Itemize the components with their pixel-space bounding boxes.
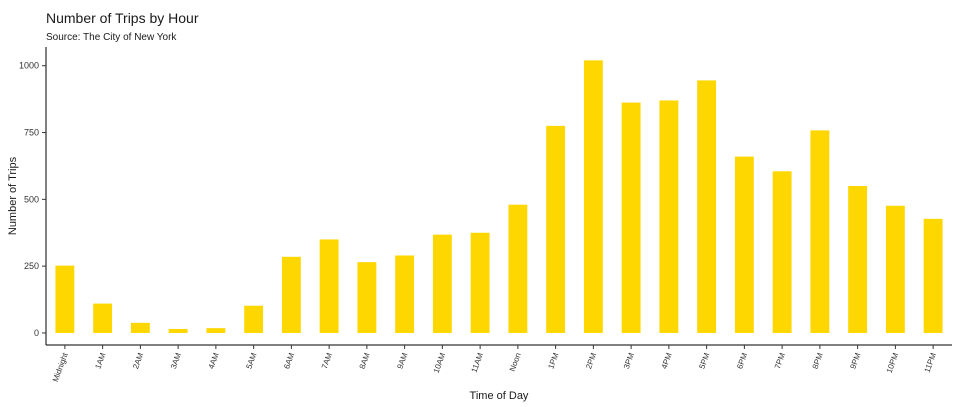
bar-4am (206, 328, 226, 333)
x-tick-label: Noon (508, 352, 523, 373)
x-tick-label: 3PM (622, 351, 636, 370)
x-tick-label: 1PM (546, 351, 560, 370)
bar-2am (130, 322, 150, 333)
chart-subtitle: Source: The City of New York (46, 32, 177, 43)
x-tick-label: 9PM (848, 351, 862, 370)
x-tick-label: 8PM (811, 351, 825, 370)
x-tick-label: 2PM (584, 351, 598, 370)
bar-10am (432, 234, 452, 333)
x-axis-title: Time of Day (470, 390, 529, 402)
bar-7am (319, 239, 339, 333)
x-tick-label: 7PM (773, 351, 787, 370)
bar-1am (93, 303, 113, 333)
bar-5am (244, 305, 264, 333)
y-axis-title: Number of Trips (7, 156, 19, 235)
y-tick-label: 1000 (19, 61, 39, 71)
y-tick-label: 250 (24, 261, 39, 271)
y-tick-label: 0 (34, 328, 39, 338)
x-tick-label: 3AM (169, 351, 183, 370)
chart-title: Number of Trips by Hour (46, 10, 199, 26)
bar-11pm (923, 218, 943, 333)
bar-3pm (621, 102, 641, 333)
x-tick-label: 4PM (660, 351, 674, 370)
x-tick-label: 11AM (470, 351, 486, 373)
x-ticks-group: Midnight 1AM 2AM 3AM 4AM 5AM 6AM 7AM 8AM 9AM 10AM 1… (51, 345, 938, 383)
x-tick-label: 6AM (282, 351, 296, 370)
bar-6pm (734, 156, 754, 333)
bar-8pm (810, 130, 830, 333)
bar-midnight (55, 265, 75, 333)
bar-11am (470, 232, 490, 333)
bar-9am (395, 255, 415, 333)
x-tick-label: 1AM (93, 351, 107, 370)
bars-group (55, 60, 943, 333)
x-tick-label: 11PM (923, 351, 939, 373)
bar-10pm (885, 205, 905, 333)
x-tick-label: 10AM (432, 351, 448, 374)
x-tick-label: 8AM (358, 351, 372, 370)
bar-noon (508, 204, 528, 333)
x-tick-label: 2AM (131, 351, 145, 370)
x-tick-label: 9AM (395, 351, 409, 370)
bar-8am (357, 262, 377, 333)
y-ticks-group: 0 250 500 750 1000 (19, 61, 46, 338)
x-tick-label: 5AM (244, 351, 258, 370)
bar-3am (168, 328, 188, 333)
x-tick-label: 7AM (320, 351, 334, 370)
bar-5pm (697, 80, 717, 333)
y-tick-label: 500 (24, 194, 39, 204)
x-tick-label: 4AM (207, 351, 221, 370)
bar-4pm (659, 100, 679, 333)
bar-2pm (583, 60, 603, 333)
bar-1pm (546, 125, 566, 333)
bar-7pm (772, 171, 792, 333)
bar-9pm (848, 185, 868, 333)
x-tick-label: 6PM (735, 351, 749, 370)
x-tick-label: 10PM (885, 351, 901, 374)
x-tick-label: 5PM (697, 351, 711, 370)
x-tick-label: Midnight (51, 351, 70, 383)
y-tick-label: 750 (24, 128, 39, 138)
bar-6am (281, 256, 301, 333)
